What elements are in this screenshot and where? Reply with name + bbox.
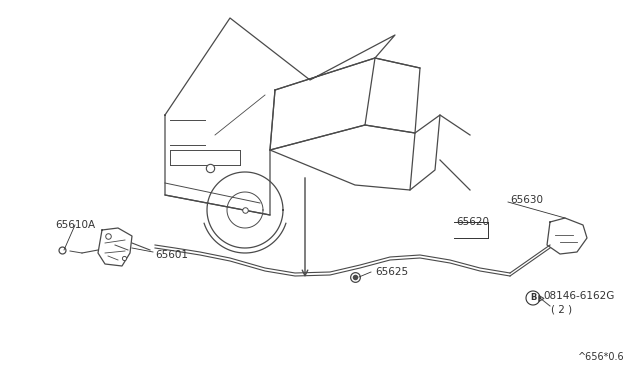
- Text: 65601: 65601: [155, 250, 188, 260]
- Text: ^656*0.6: ^656*0.6: [579, 352, 625, 362]
- Text: 08146-6162G: 08146-6162G: [543, 291, 614, 301]
- Text: 65625: 65625: [375, 267, 408, 277]
- Text: 65630: 65630: [510, 195, 543, 205]
- Text: 65610A: 65610A: [55, 220, 95, 230]
- Text: 65620: 65620: [456, 217, 489, 227]
- Text: ( 2 ): ( 2 ): [551, 304, 572, 314]
- Text: B: B: [530, 294, 536, 302]
